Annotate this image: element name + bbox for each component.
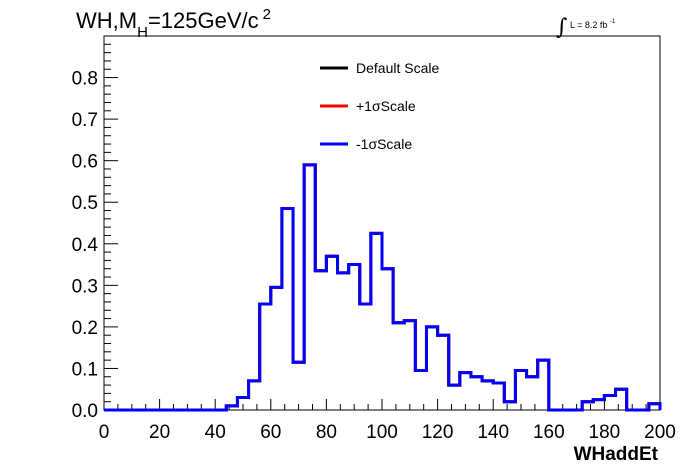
legend: Default Scale +1σScale -1σScale — [320, 60, 439, 152]
plot-frame — [103, 35, 661, 411]
y-tick-label: 0.4 — [72, 235, 99, 256]
y-tick-label: 0.7 — [72, 110, 98, 131]
x-tick-label: 0 — [99, 422, 110, 443]
title-superscript: 2 — [262, 6, 271, 23]
x-tick-label: 100 — [366, 422, 398, 443]
y-tick-label: 0.0 — [72, 401, 98, 422]
x-tick-label: 160 — [533, 422, 565, 443]
x-axis-label: WHaddEt — [574, 444, 659, 465]
y-axis: 0.0 0.1 0.2 0.3 0.4 0.5 0.6 0.7 0.8 — [72, 43, 118, 422]
luminosity-text: L = 8.2 fb — [569, 20, 608, 30]
x-axis: 0 20 40 60 80 100 120 140 160 180 200 — [99, 399, 676, 443]
series-line — [104, 163, 662, 412]
luminosity-label: ∫ L = 8.2 fb -1 — [556, 9, 616, 40]
x-tick-label: 200 — [644, 422, 676, 443]
series-line — [104, 163, 662, 412]
legend-label: -1σScale — [356, 136, 412, 152]
x-tick-label: 20 — [149, 422, 170, 443]
legend-label: +1σScale — [356, 98, 416, 114]
x-tick-label: 120 — [422, 422, 454, 443]
luminosity-superscript: -1 — [609, 19, 616, 25]
title-prefix: WH,M — [76, 8, 138, 33]
y-tick-label: 0.8 — [72, 69, 98, 90]
chart-title: WH,MH=125GeV/c 2 — [76, 6, 271, 41]
y-tick-label: 0.2 — [72, 318, 98, 339]
legend-label: Default Scale — [356, 60, 439, 76]
y-tick-label: 0.5 — [72, 193, 98, 214]
x-tick-label: 140 — [477, 422, 509, 443]
y-tick-label: 0.1 — [72, 359, 98, 380]
series-layer — [104, 163, 662, 412]
x-tick-label: 180 — [589, 422, 621, 443]
title-middle: =125GeV/c — [147, 8, 259, 33]
y-tick-label: 0.3 — [72, 276, 98, 297]
x-tick-label: 60 — [260, 422, 281, 443]
integral-icon: ∫ — [556, 15, 568, 40]
x-tick-label: 80 — [316, 422, 337, 443]
y-tick-label: 0.6 — [72, 152, 98, 173]
x-tick-label: 40 — [205, 422, 226, 443]
title-subscript: H — [137, 24, 148, 41]
series-line — [104, 163, 662, 412]
